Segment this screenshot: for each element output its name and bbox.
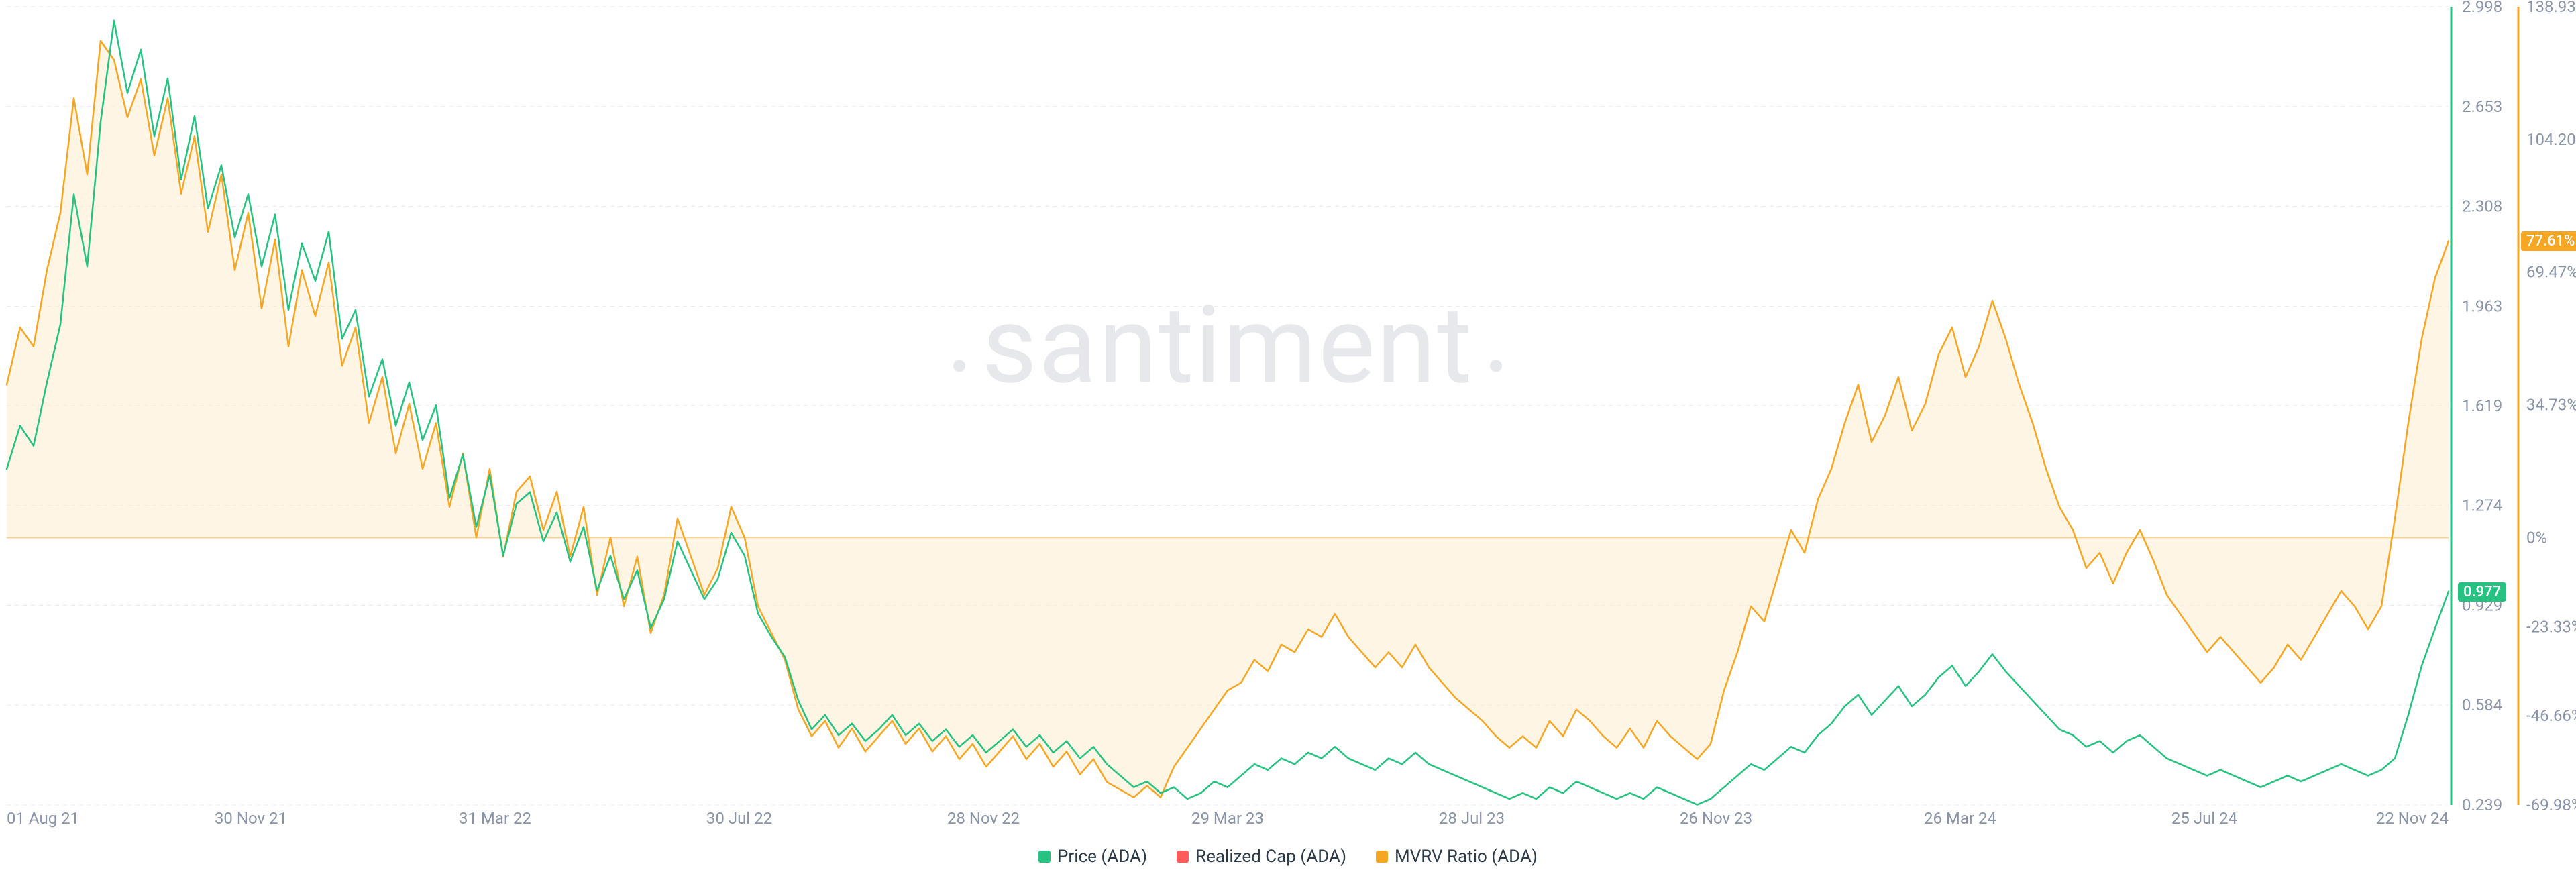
legend-label-price: Price (ADA) bbox=[1057, 847, 1147, 867]
svg-text:26 Nov 23: 26 Nov 23 bbox=[1680, 809, 1752, 828]
svg-text:-23.33%: -23.33% bbox=[2526, 617, 2576, 636]
svg-text:1.274: 1.274 bbox=[2462, 496, 2502, 515]
legend-swatch-price bbox=[1038, 851, 1051, 863]
mvrv-badge: 77.61% bbox=[2521, 231, 2576, 251]
svg-text:22 Nov 24: 22 Nov 24 bbox=[2376, 809, 2449, 828]
legend: Price (ADA) Realized Cap (ADA) MVRV Rati… bbox=[0, 847, 2576, 867]
svg-text:0.584: 0.584 bbox=[2462, 696, 2502, 714]
legend-label-mvrv: MVRV Ratio (ADA) bbox=[1395, 847, 1538, 867]
svg-text:-69.98%: -69.98% bbox=[2526, 796, 2576, 814]
svg-text:104.20%: 104.20% bbox=[2526, 130, 2576, 149]
svg-text:-46.66%: -46.66% bbox=[2526, 706, 2576, 725]
svg-text:26 Mar 24: 26 Mar 24 bbox=[1924, 809, 1996, 828]
svg-text:1.619: 1.619 bbox=[2462, 396, 2502, 415]
svg-text:2.998: 2.998 bbox=[2462, 0, 2502, 16]
svg-text:25 Jul 24: 25 Jul 24 bbox=[2171, 809, 2237, 828]
price-badge: 0.977 bbox=[2458, 582, 2506, 602]
svg-text:29 Mar 23: 29 Mar 23 bbox=[1191, 809, 1264, 828]
svg-text:01 Aug 21: 01 Aug 21 bbox=[7, 809, 79, 828]
svg-text:69.47%: 69.47% bbox=[2526, 263, 2576, 282]
legend-item-price[interactable]: Price (ADA) bbox=[1038, 847, 1147, 867]
legend-item-mvrv[interactable]: MVRV Ratio (ADA) bbox=[1376, 847, 1538, 867]
mvrv-badge-text: 77.61% bbox=[2526, 233, 2575, 250]
svg-text:28 Jul 23: 28 Jul 23 bbox=[1439, 809, 1505, 828]
svg-text:28 Nov 22: 28 Nov 22 bbox=[947, 809, 1020, 828]
svg-text:30 Jul 22: 30 Jul 22 bbox=[706, 809, 772, 828]
svg-text:138.93%: 138.93% bbox=[2526, 0, 2576, 16]
svg-text:31 Mar 22: 31 Mar 22 bbox=[459, 809, 531, 828]
legend-swatch-realized-cap bbox=[1177, 851, 1189, 863]
svg-text:2.653: 2.653 bbox=[2462, 97, 2502, 116]
chart-svg: santiment 01 Aug 21 30 Nov 21 31 Mar 22 30 J… bbox=[0, 0, 2576, 872]
price-badge-text: 0.977 bbox=[2463, 584, 2501, 600]
legend-item-realized-cap[interactable]: Realized Cap (ADA) bbox=[1177, 847, 1346, 867]
legend-swatch-mvrv bbox=[1376, 851, 1388, 863]
svg-text:1.963: 1.963 bbox=[2462, 296, 2502, 315]
legend-label-realized-cap: Realized Cap (ADA) bbox=[1195, 847, 1346, 867]
svg-text:0.239: 0.239 bbox=[2462, 796, 2502, 814]
svg-text:34.73%: 34.73% bbox=[2526, 396, 2576, 415]
svg-text:0%: 0% bbox=[2526, 528, 2547, 547]
chart-container: santiment 01 Aug 21 30 Nov 21 31 Mar 22 30 J… bbox=[0, 0, 2576, 872]
svg-text:santiment: santiment bbox=[981, 283, 1473, 408]
svg-text:2.308: 2.308 bbox=[2462, 197, 2502, 216]
svg-text:30 Nov 21: 30 Nov 21 bbox=[215, 809, 287, 828]
